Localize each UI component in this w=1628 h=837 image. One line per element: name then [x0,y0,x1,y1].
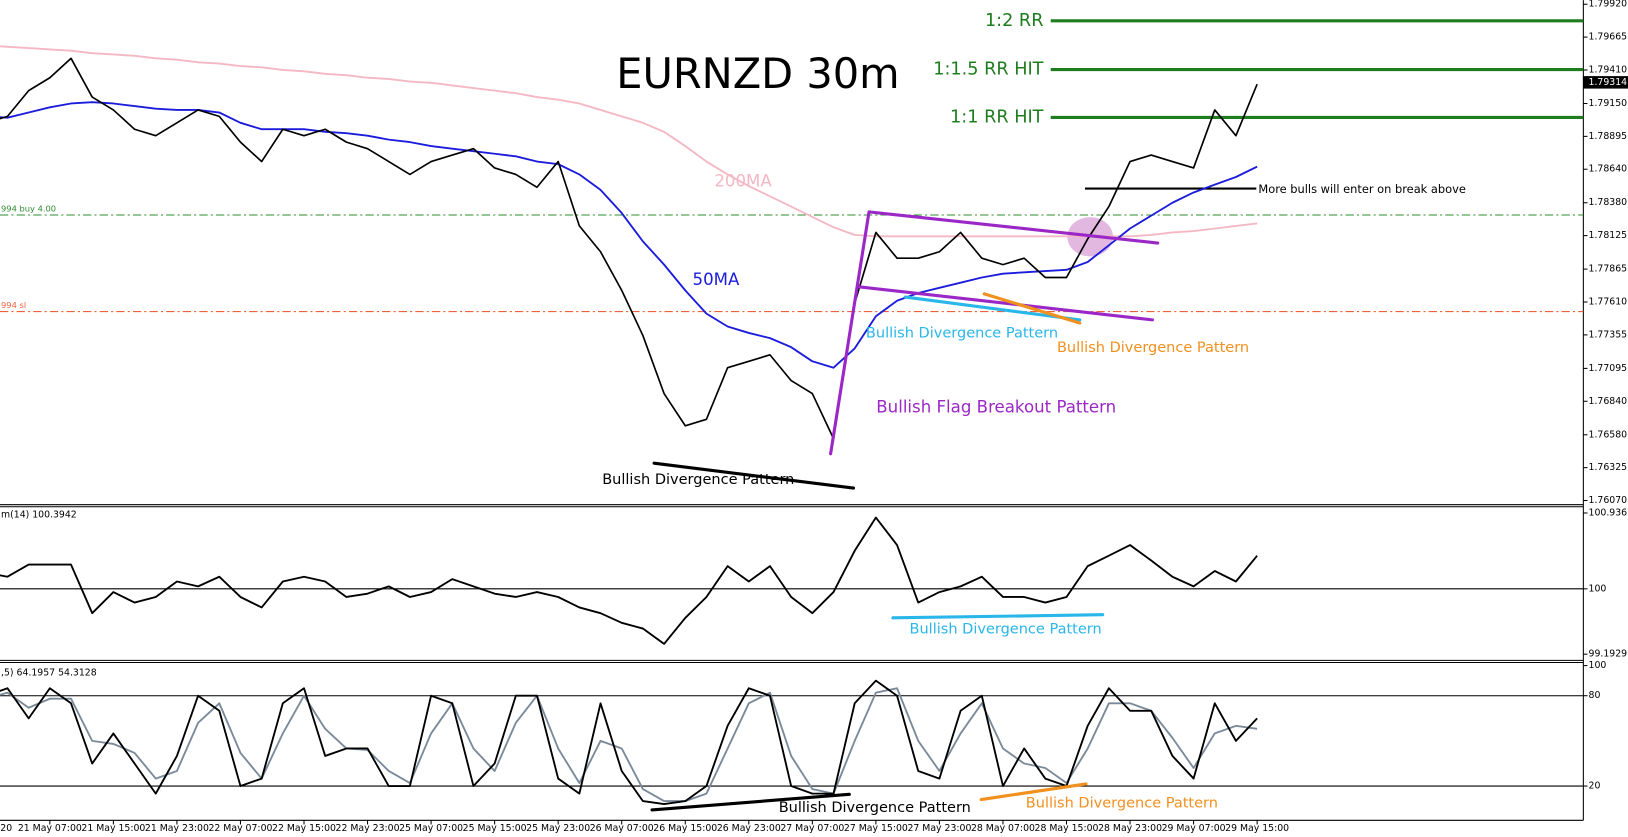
annotation: Bullish Divergence Pattern [779,800,971,816]
series-line [0,516,1258,645]
y-tick-label: 1.78125 [1589,230,1628,241]
y-tick-label: 1.79920 [1589,0,1628,10]
x-tick-label: 21 May 23:00 [145,823,209,834]
x-tick-label: 26 May 23:00 [717,823,781,834]
x-tick-label: 29 May 07:00 [1162,823,1226,834]
y-tick-label: 1.77865 [1589,264,1628,275]
level-label: 1:1.5 RR HIT [933,60,1043,80]
x-tick-label: 22 May 15:00 [272,823,336,834]
x-tick-label: 29 May 15:00 [1225,823,1289,834]
price-label: 1.79314 [1589,77,1628,88]
y-tick-label: 1.77095 [1589,363,1628,374]
y-tick-label: 1.76840 [1589,396,1628,407]
price-panel [0,19,1584,440]
series-line [0,45,1258,238]
x-tick-label: 25 May 15:00 [463,823,527,834]
x-tick-label: 28 May 15:00 [1035,823,1099,834]
y-tick-label: 1.79410 [1589,64,1628,75]
x-tick-label: 21 May 15:00 [81,823,145,834]
y-tick-label: 100 [1589,583,1607,594]
level-label: 1:2 RR [985,11,1044,31]
y-tick-label: 100.9367 [1589,507,1628,518]
y-tick-label: 1.78640 [1589,164,1628,175]
y-tick-label: 80 [1589,690,1601,701]
series-line [0,679,1258,806]
annotation: Bullish Divergence Pattern [1026,796,1218,812]
price-box [1583,76,1628,89]
annotation: Bullish Divergence Pattern [602,472,794,488]
y-tick-label: 1.76070 [1589,495,1628,506]
flag-line [867,210,1160,245]
x-tick-label: 28 May 07:00 [971,823,1035,834]
level-label: More bulls will enter on break above [1258,182,1466,196]
x-tick-label: 25 May 07:00 [399,823,463,834]
x-tick-label: 26 May 07:00 [590,823,654,834]
y-tick-label: 1.77355 [1589,329,1628,340]
y-tick-label: 1.78380 [1589,197,1628,208]
series-label: 200MA [714,171,772,190]
series-line [0,687,1258,803]
level-label: 994 sl [1,300,26,310]
x-tick-label: 20 [0,823,12,834]
x-tick-label: 21 May 07:00 [18,823,82,834]
y-tick-label: 99.1929 [1589,649,1628,660]
x-tick-label: 26 May 15:00 [653,823,717,834]
x-tick-label: 22 May 07:00 [208,823,272,834]
y-tick-label: 1.79150 [1589,98,1628,109]
y-tick-label: 1.78895 [1589,131,1628,142]
y-tick-label: 20 [1589,781,1601,792]
annotation: Bullish Divergence Pattern [866,325,1058,341]
panel-frames [0,0,1584,821]
level-label: 994 buy 4.00 [1,203,56,213]
trend-line [982,292,1082,325]
x-tick-label: 22 May 23:00 [336,823,400,834]
x-tick-label: 27 May 07:00 [780,823,844,834]
trend-line [903,295,1082,322]
y-tick-label: 100 [1589,660,1607,671]
panel-header: m(14) 100.3942 [1,510,77,521]
x-tick-label: 28 May 23:00 [1098,823,1162,834]
annotation: Bullish Flag Breakout Pattern [876,398,1116,417]
y-tick-label: 1.76325 [1589,462,1628,473]
trend-line [650,792,851,812]
y-tick-label: 1.79665 [1589,32,1628,43]
x-tick-label: 25 May 23:00 [526,823,590,834]
x-tick-label: 27 May 15:00 [844,823,908,834]
trend-line [979,782,1088,802]
y-tick-label: 1.76580 [1589,429,1628,440]
panel-header: ,5) 64.1957 54.3128 [1,667,97,678]
y-tick-label: 1.77610 [1589,297,1628,308]
chart-title: EURNZD 30m [616,49,899,98]
annotation: Bullish Divergence Pattern [1057,340,1249,356]
flag-pole [829,210,871,456]
x-tick-label: 27 May 23:00 [907,823,971,834]
annotation: Bullish Divergence Pattern [910,621,1102,637]
stochastic-panel [0,679,1584,806]
series-label: 50MA [693,270,740,289]
level-label: 1:1 RR HIT [950,107,1044,127]
flag-line [856,285,1155,322]
series-line [0,57,1258,440]
drawings [650,210,1160,812]
trend-line [652,461,856,490]
momentum-panel [0,516,1584,645]
trend-line [891,613,1105,620]
